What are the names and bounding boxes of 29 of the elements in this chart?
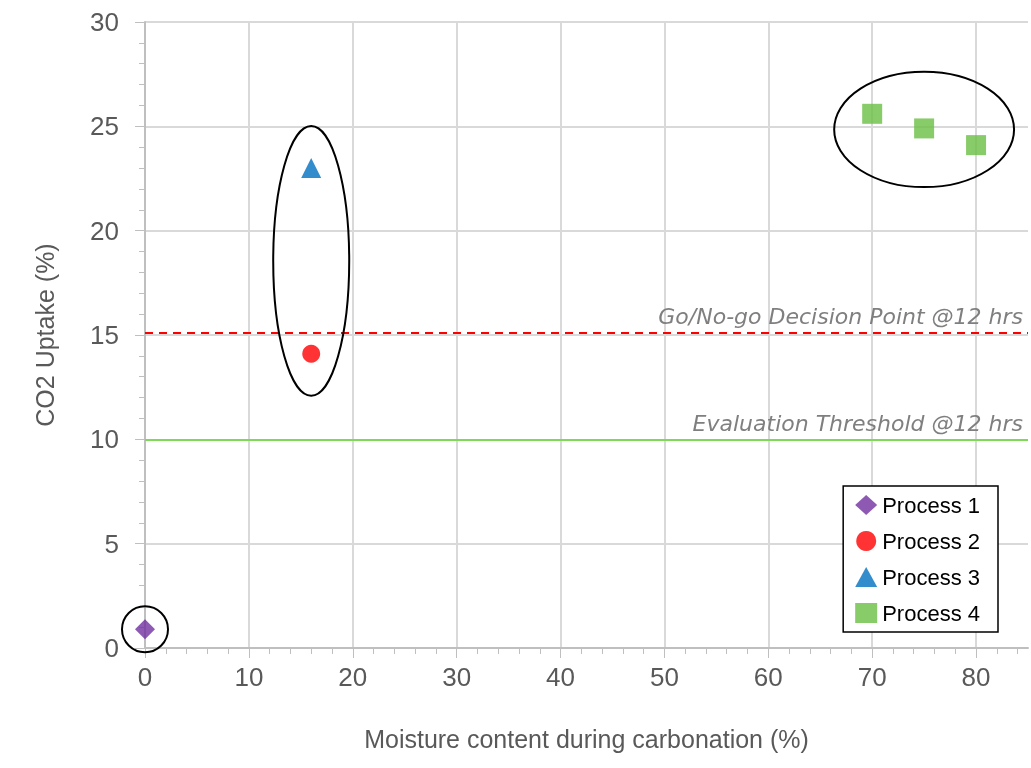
x-axis-title: Moisture content during carbonation (%) [364,724,809,753]
x-tick-label: 70 [857,662,887,692]
point [302,344,321,363]
legend-label: Process 1 [882,492,981,518]
y-axis-title: CO2 Uptake (%) [30,243,59,427]
legend-label: Process 3 [882,564,981,590]
point [914,118,935,139]
x-tick-label: 80 [961,662,991,692]
y-tick-label: 5 [104,528,119,559]
legend-label: Process 4 [882,600,981,626]
y-tick-label: 10 [90,424,119,455]
x-tick-label: 20 [338,662,368,692]
ref-line-label: Evaluation Threshold @12 hrs [692,410,1023,436]
legend-label: Process 2 [882,528,981,554]
y-tick-label: 30 [90,7,119,37]
x-tick-label: 0 [137,662,153,692]
y-tick-label: 25 [90,111,119,142]
y-tick-label: 20 [90,215,119,246]
point [966,135,987,156]
ref-line-label: Go/No-go Decision Point @12 hrs [658,304,1023,330]
x-tick-label: 60 [753,662,783,692]
x-tick-label: 10 [234,662,264,692]
y-tick-label: 15 [90,320,119,350]
x-tick-label: 50 [649,662,679,692]
y-tick-label: 0 [104,633,119,663]
x-tick-label: 30 [442,662,472,692]
point [862,103,883,124]
x-tick-label: 40 [546,662,575,692]
point [301,158,322,179]
